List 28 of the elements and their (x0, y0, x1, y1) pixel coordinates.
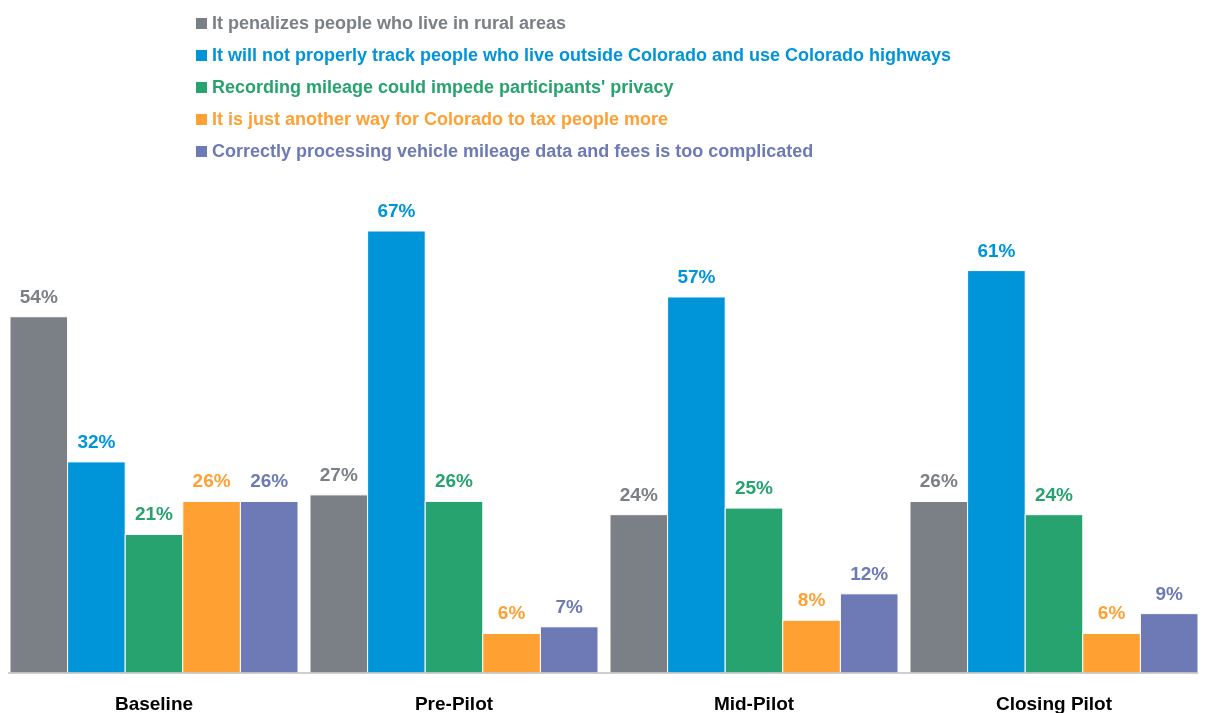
data-label: 6% (497, 602, 526, 624)
legend-label: Correctly processing vehicle mileage data and fees is too complicated (212, 141, 814, 161)
data-label: 57% (677, 265, 716, 287)
data-label: 6% (1097, 602, 1126, 624)
data-label: 54% (19, 285, 58, 307)
data-label: 26% (192, 470, 231, 492)
data-label: 26% (250, 470, 289, 492)
data-label: 21% (134, 503, 174, 525)
data-label: 9% (1155, 582, 1184, 604)
data-label: 25% (734, 477, 774, 499)
data-label: 26% (919, 470, 958, 492)
data-label: 26% (434, 470, 474, 492)
x-tick-label: Pre-Pilot (414, 693, 494, 713)
legend-label: It is just another way for Colorado to tax people more (212, 109, 669, 129)
legend-label: It will not properly track people who live outside Colorado and use Colorado highways (212, 45, 952, 65)
legend-label: Recording mileage could impede participants' privacy (212, 77, 674, 97)
data-label: 67% (377, 200, 416, 221)
legend-label: It penalizes people who live in rural areas (212, 13, 567, 33)
data-label: 24% (619, 483, 658, 505)
x-tick-label: Mid-Pilot (713, 693, 795, 713)
data-label: 32% (77, 430, 116, 452)
x-tick-label: Baseline (114, 693, 194, 713)
data-label: 27% (319, 463, 358, 485)
data-label: 8% (797, 589, 826, 611)
data-label: 61% (977, 239, 1016, 261)
data-label: 7% (555, 595, 584, 617)
data-label: 12% (850, 562, 889, 584)
data-label: 24% (1034, 483, 1074, 505)
